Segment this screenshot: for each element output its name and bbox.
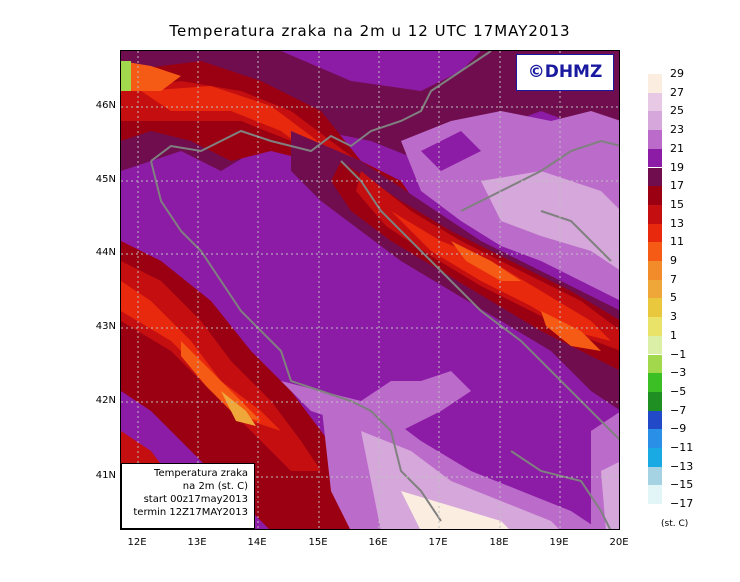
legend-swatch (648, 429, 662, 448)
info-line-termin: termin 12Z17MAY2013 (133, 507, 248, 518)
lon-label-14e: 14E (247, 537, 267, 548)
legend-label: 1 (670, 328, 677, 342)
legend-swatch (648, 279, 662, 299)
legend-swatch (648, 130, 662, 149)
legend-label: −1 (670, 347, 687, 361)
legend-label: 9 (670, 254, 677, 267)
legend-swatch (648, 223, 662, 243)
legend-swatch (648, 448, 662, 467)
legend-label: 19 (670, 160, 684, 174)
legend-label: 5 (670, 291, 677, 305)
lon-label-15e: 15E (308, 537, 328, 548)
legend-swatch (648, 391, 662, 411)
legend-label: 29 (670, 67, 684, 80)
legend-label: 3 (670, 310, 677, 324)
legend-label: 7 (670, 272, 677, 286)
temperature-map (120, 50, 620, 530)
dhmz-logo: ©DHMZ (516, 54, 614, 91)
lat-label-41n: 41N (95, 470, 116, 481)
legend-swatch (648, 204, 662, 224)
legend-swatch (648, 466, 662, 486)
legend-label: 21 (670, 141, 684, 155)
legend-swatch (648, 148, 662, 168)
legend-swatch (648, 485, 662, 505)
legend-label: −17 (670, 497, 694, 511)
legend-label: −3 (670, 366, 687, 380)
legend-swatch (648, 317, 662, 336)
legend-swatch (648, 186, 662, 205)
lon-label-12e: 12E (127, 537, 147, 548)
lat-label-45n: 45N (95, 174, 116, 185)
legend-swatch (648, 167, 662, 187)
lon-label-13e: 13E (187, 537, 207, 548)
legend-label: −9 (670, 422, 687, 436)
legend-label: 25 (670, 104, 684, 118)
map-title: Temperatura zraka na 2m u 12 UTC 17MAY20… (169, 22, 571, 40)
legend-label: 11 (670, 235, 684, 249)
legend-label: −7 (670, 403, 687, 417)
legend-swatch (648, 92, 662, 112)
legend-label: 15 (670, 197, 684, 211)
lat-label-42n: 42N (95, 395, 116, 406)
coastlines (150, 51, 619, 529)
lat-label-43n: 43N (95, 321, 116, 332)
legend-label: 17 (670, 179, 684, 193)
lon-label-20e: 20E (609, 537, 629, 548)
lat-label-44n: 44N (95, 247, 116, 258)
legend-label: −15 (670, 478, 694, 492)
info-box: Temperatura zraka na 2m (st. C) start 00… (121, 463, 255, 529)
legend-swatch (648, 261, 662, 280)
lon-label-16e: 16E (368, 537, 388, 548)
temperature-field (121, 51, 619, 529)
legend-swatch (648, 335, 662, 355)
legend-label: 13 (670, 216, 684, 230)
legend-swatch (648, 373, 662, 392)
legend-swatch (648, 410, 662, 430)
lon-label-17e: 17E (428, 537, 448, 548)
graticule (121, 51, 619, 529)
legend-label: −11 (670, 441, 694, 454)
info-line-variable: Temperatura zraka (154, 468, 248, 479)
legend-swatch (648, 242, 662, 261)
lat-label-46n: 46N (95, 100, 116, 111)
legend-swatch (648, 74, 662, 93)
lon-label-19e: 19E (549, 537, 569, 548)
lon-label-18e: 18E (489, 537, 509, 548)
legend-label: 27 (670, 85, 684, 99)
info-line-start: start 00z17may2013 (143, 494, 248, 505)
info-line-units: na 2m (st. C) (182, 481, 248, 492)
legend-swatch (648, 111, 662, 131)
legend-swatch (648, 354, 662, 374)
legend-swatch (648, 298, 662, 318)
legend-label: −13 (670, 459, 694, 473)
legend-units: (st. C) (661, 519, 689, 529)
legend-label: −5 (670, 384, 687, 398)
legend-label: 23 (670, 123, 684, 137)
